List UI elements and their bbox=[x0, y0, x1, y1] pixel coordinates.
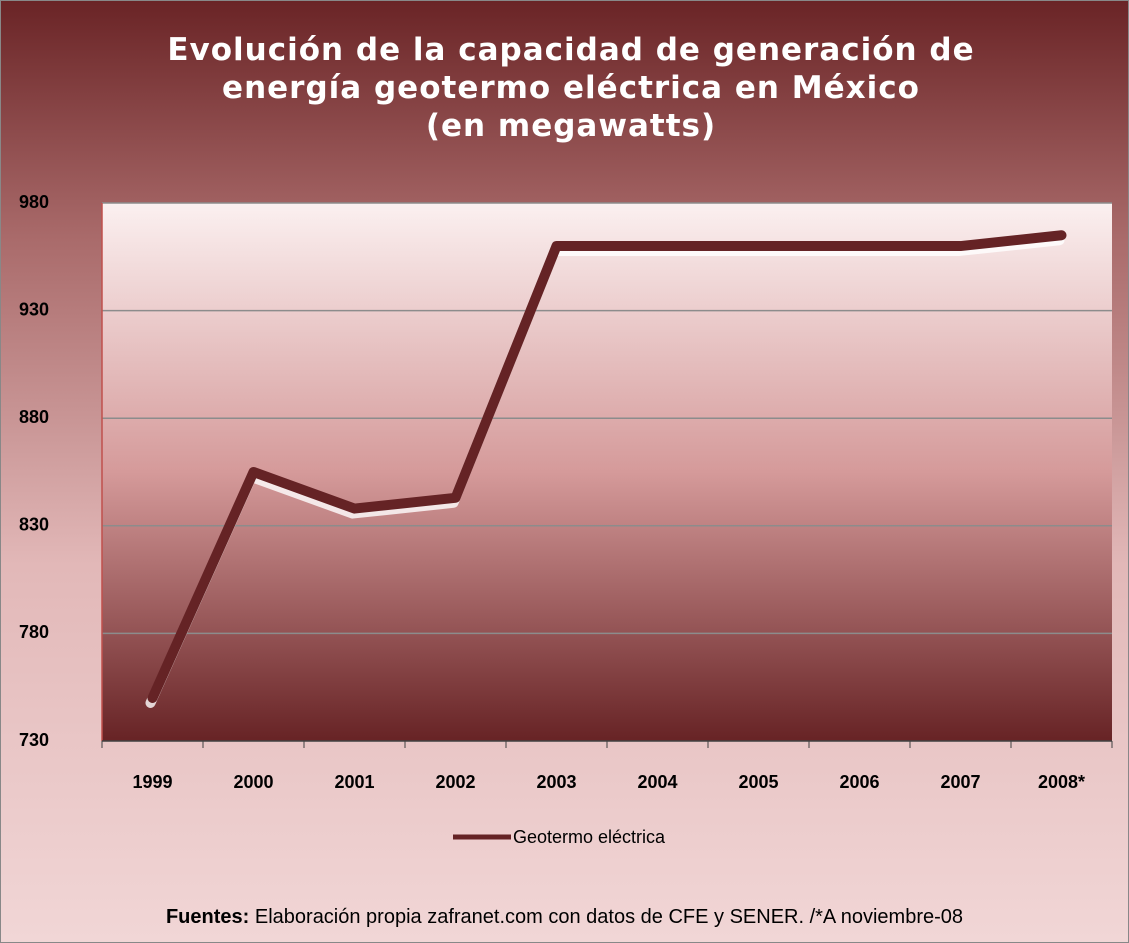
x-tick-label: 2000 bbox=[233, 772, 273, 792]
y-tick-label: 930 bbox=[19, 299, 49, 319]
chart-title: Evolución de la capacidad de generación … bbox=[167, 32, 975, 106]
x-tick-label: 2002 bbox=[435, 772, 475, 792]
y-tick-label: 830 bbox=[19, 515, 49, 535]
y-tick-label: 980 bbox=[19, 192, 49, 212]
source-label: Fuentes: bbox=[165, 906, 250, 928]
x-tick-label: 2004 bbox=[637, 772, 677, 792]
series-line bbox=[147, 230, 1067, 703]
x-tick-label: 2007 bbox=[940, 772, 980, 792]
chart-subtitle: (en megawatts) bbox=[425, 108, 717, 144]
x-tick-label: 2005 bbox=[738, 772, 778, 792]
legend-label: Geotermo eléctrica bbox=[513, 827, 666, 847]
x-tick-label: 2006 bbox=[839, 772, 879, 792]
y-tick-label: 780 bbox=[19, 622, 49, 642]
source: Fuentes: Elaboración propia zafranet.com… bbox=[1, 906, 1128, 929]
chart-title-block: Evolución de la capacidad de generación … bbox=[151, 31, 991, 145]
source-text: Elaboración propia zafranet.com con dato… bbox=[254, 906, 964, 928]
y-tick-label: 730 bbox=[19, 730, 49, 750]
x-tick-label: 2001 bbox=[334, 772, 374, 792]
y-tick-label: 880 bbox=[19, 407, 49, 427]
plot-area bbox=[102, 203, 1112, 741]
x-tick-label: 2008* bbox=[1038, 772, 1085, 792]
x-tick-label: 1999 bbox=[132, 772, 172, 792]
x-tick-label: 2003 bbox=[536, 772, 576, 792]
